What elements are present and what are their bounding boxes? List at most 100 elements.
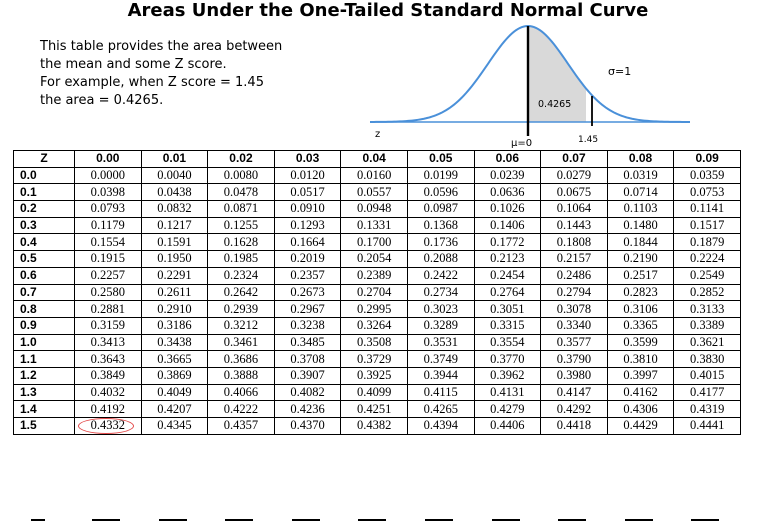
row-header-z: 0.2	[13, 200, 75, 218]
table-row: 0.1 0.0398 0.0438 0.0478 0.0517 0.0557 0.0596 0…	[13, 183, 741, 202]
table-cell: 0.3238	[273, 316, 342, 335]
table-row: 1.5 0.4332 0.4345 0.4357 0.4370 0.4382 0.4394 0…	[13, 417, 741, 435]
table-cell: 0.4131	[473, 383, 542, 402]
cut-off-cell-stroke	[158, 519, 187, 521]
table-cell: 0.2734	[406, 283, 475, 302]
table-cell: 0.2939	[207, 300, 275, 318]
intro-line: the area = 0.4265.	[40, 93, 164, 108]
table-cell: 0.4222	[207, 400, 275, 418]
table-cell: 0.2967	[273, 300, 342, 318]
table-cell: 0.3907	[273, 366, 342, 385]
table-cell: 0.0832	[140, 200, 209, 218]
shaded-area	[528, 26, 586, 122]
table-cell: 0.3315	[473, 316, 542, 335]
table-cell: 0.0753	[673, 183, 741, 202]
table-cell: 0.1179	[74, 216, 142, 235]
table-cell: 0.2054	[340, 250, 408, 268]
row-header-z: 1.5	[13, 417, 75, 435]
table-cell: 0.1406	[473, 216, 542, 235]
row-header-z: 0.6	[13, 266, 75, 285]
row-header-z: 1.0	[13, 333, 75, 352]
table-cell: 0.2224	[673, 250, 741, 268]
table-cell: 0.4207	[140, 400, 209, 418]
table-cell: 0.2422	[406, 266, 475, 285]
table-cell: 0.4251	[340, 400, 408, 418]
cut-off-cell-stroke	[558, 519, 587, 521]
table-cell: 0.3708	[273, 350, 342, 368]
column-header: 0.09	[673, 150, 741, 168]
table-cell: 0.1141	[673, 200, 741, 218]
area-label: 0.4265	[538, 99, 571, 110]
row-header-z: 1.1	[13, 350, 75, 368]
table-cell: 0.0557	[340, 183, 408, 202]
table-cell: 0.4015	[673, 366, 741, 385]
table-cell: 0.3485	[273, 333, 342, 352]
table-cell: 0.2704	[340, 283, 408, 302]
table-cell: 0.1480	[606, 216, 675, 235]
table-cell: 0.1808	[540, 233, 608, 252]
table-cell: 0.2486	[540, 266, 608, 285]
table-cell: 0.2357	[273, 266, 342, 285]
table-cell: 0.0040	[140, 166, 209, 185]
column-header: 0.08	[606, 150, 675, 168]
table-cell: 0.1664	[273, 233, 342, 252]
table-cell: 0.3869	[140, 366, 209, 385]
row-header-z: 0.5	[13, 250, 75, 268]
intro-text: This table provides the area between the…	[40, 38, 340, 110]
table-row: 0.0 0.0000 0.0040 0.0080 0.0120 0.0160 0.0199 0…	[13, 166, 741, 185]
table-row: 0.4 0.1554 0.1591 0.1628 0.1664 0.1700 0.1736 0…	[13, 233, 741, 252]
table-cell: 0.4292	[540, 400, 608, 418]
table-cell: 0.4357	[207, 417, 275, 435]
table-cell: 0.2123	[473, 250, 542, 268]
table-cell: 0.2257	[74, 266, 142, 285]
sigma-label: σ=1	[608, 65, 631, 78]
table-row: 0.7 0.2580 0.2611 0.2642 0.2673 0.2704 0.2734 0…	[13, 283, 741, 302]
table-cell: 0.3888	[207, 366, 275, 385]
table-cell: 0.3665	[140, 350, 209, 368]
table-cell: 0.3186	[140, 316, 209, 335]
table-row: 0.6 0.2257 0.2291 0.2324 0.2357 0.2389 0.2422 0…	[13, 266, 741, 285]
intro-line: the mean and some Z score.	[40, 57, 227, 72]
table-cell: 0.1700	[340, 233, 408, 252]
table-cell: 0.4382	[340, 417, 408, 435]
z-axis-label: z	[375, 129, 380, 140]
table-row: 0.5 0.1915 0.1950 0.1985 0.2019 0.2054 0.2088 0…	[13, 250, 741, 268]
intro-line: This table provides the area between	[40, 39, 283, 54]
table-cell: 0.2291	[140, 266, 209, 285]
table-cell: 0.1026	[473, 200, 542, 218]
table-cell: 0.0398	[74, 183, 142, 202]
table-cell: 0.0438	[140, 183, 209, 202]
table-cell: 0.4279	[473, 400, 542, 418]
table-cell: 0.0714	[606, 183, 675, 202]
table-cell: 0.1293	[273, 216, 342, 235]
cut-off-cell-stroke	[624, 519, 653, 521]
table-cell: 0.1517	[673, 216, 741, 235]
table-cell: 0.3365	[606, 316, 675, 335]
table-cell: 0.4319	[673, 400, 741, 418]
table-cell: 0.0596	[406, 183, 475, 202]
table-cell: 0.4177	[673, 383, 741, 402]
table-row: 0.8 0.2881 0.2910 0.2939 0.2967 0.2995 0.3023 0…	[13, 300, 741, 318]
table-cell: 0.4345	[140, 417, 209, 435]
table-cell: 0.4394	[406, 417, 475, 435]
table-cell: 0.0517	[273, 183, 342, 202]
table-cell: 0.0793	[74, 200, 142, 218]
table-cell: 0.0239	[473, 166, 542, 185]
table-cell: 0.3944	[406, 366, 475, 385]
table-cell: 0.1772	[473, 233, 542, 252]
row-header-z: 1.2	[13, 366, 75, 385]
table-cell: 0.1064	[540, 200, 608, 218]
table-cell: 0.2454	[473, 266, 542, 285]
table-cell: 0.2910	[140, 300, 209, 318]
table-cell: 0.0987	[406, 200, 475, 218]
z-table: Z 0.00 0.01 0.02 0.03 0.04 0.05 0.06 0.07 0.08 0.0…	[13, 150, 741, 435]
table-cell: 0.0080	[207, 166, 275, 185]
table-cell: 0.3962	[473, 366, 542, 385]
table-row: 1.4 0.4192 0.4207 0.4222 0.4236 0.4251 0.4265 0…	[13, 400, 741, 418]
table-cell: 0.1217	[140, 216, 209, 235]
table-cell: 0.4429	[606, 417, 675, 435]
cut-off-cell-stroke	[358, 519, 387, 521]
table-cell: 0.0120	[273, 166, 342, 185]
table-cell: 0.2190	[606, 250, 675, 268]
table-row: 1.2 0.3849 0.3869 0.3888 0.3907 0.3925 0.3944 0…	[13, 366, 741, 385]
